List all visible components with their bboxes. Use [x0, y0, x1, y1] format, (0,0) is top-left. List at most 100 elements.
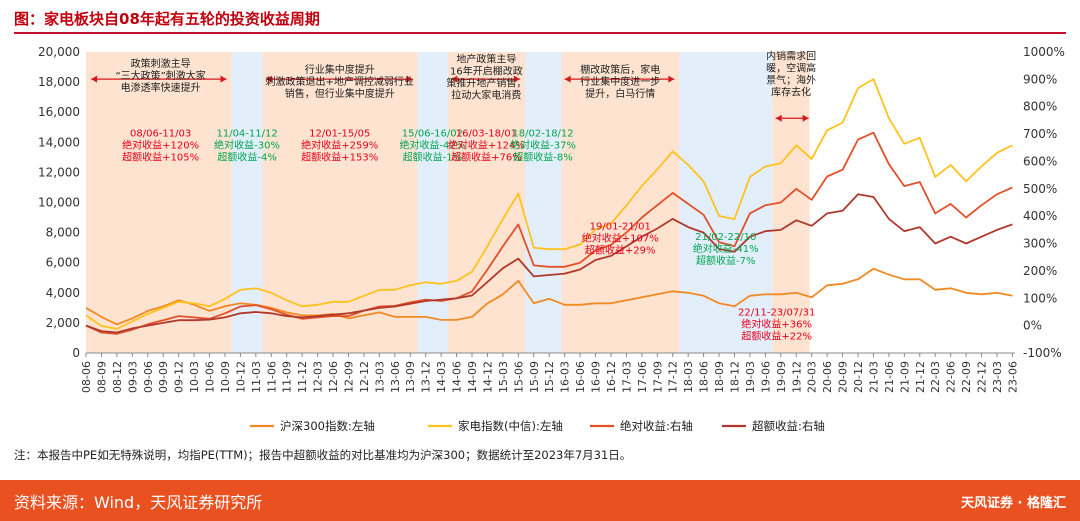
- annotation-line: 政策刺激主导: [131, 57, 191, 70]
- annotation-line: 棚改政策后，家电: [580, 63, 660, 76]
- x-tick-label: 20-06: [821, 361, 834, 393]
- y-left-tick-label: 10,000: [38, 196, 80, 210]
- x-tick-label: 21-12: [914, 361, 927, 393]
- x-tick-label: 13-12: [420, 361, 433, 393]
- annotation-line: 行业集中度提升: [305, 63, 375, 76]
- title-divider: [14, 32, 1066, 34]
- x-tick-label: 17-03: [620, 361, 633, 393]
- x-tick-label: 21-06: [883, 361, 896, 393]
- phase-arrow-head: [91, 75, 98, 83]
- x-tick-label: 11-06: [265, 361, 278, 393]
- annotation-9: 棚改政策后，家电行业集中度进一步提升，白马行情: [580, 63, 660, 100]
- y-right-tick-label: 400%: [1023, 209, 1057, 223]
- x-tick-label: 21-09: [898, 361, 911, 393]
- x-tick-label: 08-09: [95, 361, 108, 393]
- annotation-line: 超额收益+29%: [585, 244, 656, 257]
- x-tick-label: 08-06: [80, 361, 93, 393]
- x-tick-label: 22-03: [929, 361, 942, 393]
- annotation-line: 超额收益-4%: [217, 150, 276, 163]
- series-lines: [85, 78, 1013, 335]
- x-tick-label: 10-06: [204, 361, 217, 393]
- y-right-tick-label: 200%: [1023, 264, 1057, 278]
- annotation-line: 绝对收益+36%: [741, 317, 812, 330]
- phase-band-2: [262, 52, 418, 353]
- legend-label: 沪深300指数:左轴: [280, 419, 375, 433]
- x-tick-label: 13-06: [389, 361, 402, 393]
- phase-arrow-head: [564, 75, 571, 83]
- phase-band-5: [525, 52, 562, 353]
- x-tick-label: 16-03: [559, 361, 572, 393]
- annotation-line: 策推升地产销售，: [446, 77, 526, 90]
- annotation-line: 超额收益-8%: [513, 150, 572, 163]
- series-line-2: [85, 131, 1013, 335]
- footer-bar: 资料来源：Wind，天风证券研究所 天风证券 · 格隆汇: [0, 480, 1080, 521]
- annotation-11: 21/02-22/10 绝对收益-41%超额收益-7%: [693, 232, 759, 267]
- annotation-0: 政策刺激主导“三大政策”刺激大家电渗透率快速提升: [115, 57, 205, 94]
- annotation-line: 18/02-18/12: [512, 128, 573, 139]
- axes: 0 2,000 4,000 6,000 8,000 10,000 12,000 14,000 1…: [38, 45, 1065, 393]
- annotation-12: 内销需求回暖，空调高景气；海外库存去化: [766, 50, 816, 99]
- x-tick-label: 09-09: [157, 361, 170, 393]
- annotation-line: 超额收益+76%: [451, 150, 522, 163]
- x-tick-label: 22-12: [976, 361, 989, 393]
- y-right-tick-label: 900%: [1023, 72, 1057, 86]
- x-tick-label: 09-06: [142, 361, 155, 393]
- chart-title: 图：家电板块自08年起有五轮的投资收益周期: [14, 10, 320, 28]
- y-left-tick-label: 2,000: [46, 316, 80, 330]
- phase-arrow-head: [802, 114, 809, 122]
- x-tick-label: 14-06: [451, 361, 464, 393]
- x-tick-label: 20-03: [806, 361, 819, 393]
- x-tick-label: 09-12: [173, 361, 186, 393]
- y-right-tick-label: 700%: [1023, 127, 1057, 141]
- annotation-line: 景气；海外: [766, 74, 816, 87]
- x-tick-label: 19-06: [759, 361, 772, 393]
- x-tick-label: 12-03: [312, 361, 325, 393]
- phase-band-1: [231, 52, 263, 353]
- y-left-tick-label: 8,000: [46, 226, 80, 240]
- annotation-line: 超额收益+153%: [301, 150, 378, 163]
- legend-label: 家电指数(中信):左轴: [458, 419, 563, 433]
- annotation-line: 19/01-21/01: [590, 222, 651, 233]
- y-left-tick-label: 0: [72, 346, 80, 360]
- legend-label: 超额收益:右轴: [752, 419, 825, 433]
- legend: 沪深300指数:左轴 家电指数(中信):左轴 绝对收益:右轴 超额收益:右轴: [250, 419, 825, 433]
- annotations: 政策刺激主导“三大政策”刺激大家电渗透率快速提升 08/06-11/03 绝对收益+…: [115, 50, 816, 343]
- x-tick-label: 13-03: [373, 361, 386, 393]
- x-tick-label: 16-06: [574, 361, 587, 393]
- annotation-line: 行业集中度进一步: [580, 75, 660, 88]
- x-tick-label: 11-03: [250, 361, 263, 393]
- phase-arrow-head: [668, 75, 675, 83]
- annotation-line: 绝对收益-37%: [510, 138, 576, 151]
- x-tick-label: 10-12: [234, 361, 247, 393]
- x-tick-label: 11-09: [281, 361, 294, 393]
- annotation-line: 地产政策主导: [456, 53, 516, 66]
- y-right-tick-label: 1000%: [1023, 45, 1065, 59]
- annotation-line: 12/01-15/05: [309, 128, 370, 139]
- annotation-line: 超额收益-7%: [696, 254, 755, 267]
- phase-arrow-head: [775, 114, 782, 122]
- phase-arrow-head: [266, 75, 273, 83]
- x-tick-label: 18-09: [713, 361, 726, 393]
- annotation-line: 08/06-11/03: [130, 128, 191, 139]
- annotation-line: 绝对收益+259%: [301, 138, 378, 151]
- annotation-line: 内销需求回: [766, 50, 816, 63]
- brand-logo: 天风证券 · 格隆汇: [961, 496, 1066, 511]
- series-line-0: [85, 267, 1013, 326]
- annotation-line: 16/03-18/01: [456, 128, 517, 139]
- annotation-line: 绝对收益-42%: [399, 138, 465, 151]
- y-right-tick-label: 500%: [1023, 182, 1057, 196]
- phase-band-3: [417, 52, 448, 353]
- x-tick-label: 18-06: [698, 361, 711, 393]
- x-tick-label: 10-03: [188, 361, 201, 393]
- x-tick-label: 23-03: [991, 361, 1004, 393]
- annotation-3: 行业集中度提升刺激政策退出+地产调控减弱行业销售，但行业集中度提升: [266, 63, 414, 100]
- x-tick-label: 23-06: [1006, 361, 1019, 393]
- phase-arrow-head: [513, 75, 520, 83]
- x-tick-label: 15-12: [543, 361, 556, 393]
- x-tick-label: 10-09: [219, 361, 232, 393]
- annotation-8: 18/02-18/12 绝对收益-37%超额收益-8%: [510, 128, 576, 163]
- annotation-line: 销售，但行业集中度提升: [285, 87, 395, 100]
- y-left-tick-label: 16,000: [38, 105, 80, 119]
- phase-arrows: [91, 75, 809, 122]
- annotation-line: 刺激政策退出+地产调控减弱行业: [266, 75, 414, 88]
